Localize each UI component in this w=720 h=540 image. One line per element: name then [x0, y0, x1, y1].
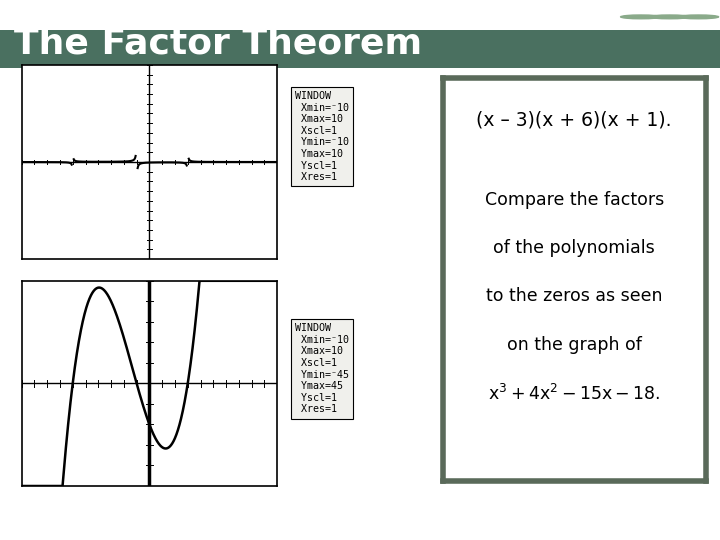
- Text: The Factor Theorem: The Factor Theorem: [14, 27, 423, 61]
- Text: of the polynomials: of the polynomials: [493, 239, 655, 257]
- Circle shape: [621, 15, 661, 19]
- Text: to the zeros as seen: to the zeros as seen: [486, 287, 662, 306]
- Text: Compare the factors: Compare the factors: [485, 191, 664, 209]
- Text: WINDOW
 Xmin=⁻10
 Xmax=10
 Xscl=1
 Ymin=⁻45
 Ymax=45
 Yscl=1
 Xres=1: WINDOW Xmin=⁻10 Xmax=10 Xscl=1 Ymin=⁻45 …: [295, 323, 349, 414]
- Bar: [0, 30, 720, 68]
- Text: WINDOW
 Xmin=⁻10
 Xmax=10
 Xscl=1
 Ymin=⁻10
 Ymax=10
 Yscl=1
 Xres=1: WINDOW Xmin=⁻10 Xmax=10 Xscl=1 Ymin=⁻10 …: [295, 91, 349, 182]
- Text: (x – 3)(x + 6)(x + 1).: (x – 3)(x + 6)(x + 1).: [477, 111, 672, 130]
- Circle shape: [678, 15, 719, 19]
- Circle shape: [649, 15, 690, 19]
- Text: $\mathregular{x}^3 + 4\mathregular{x}^2 - 15\mathregular{x} - 18.$: $\mathregular{x}^3 + 4\mathregular{x}^2 …: [488, 384, 660, 404]
- Text: on the graph of: on the graph of: [507, 336, 642, 354]
